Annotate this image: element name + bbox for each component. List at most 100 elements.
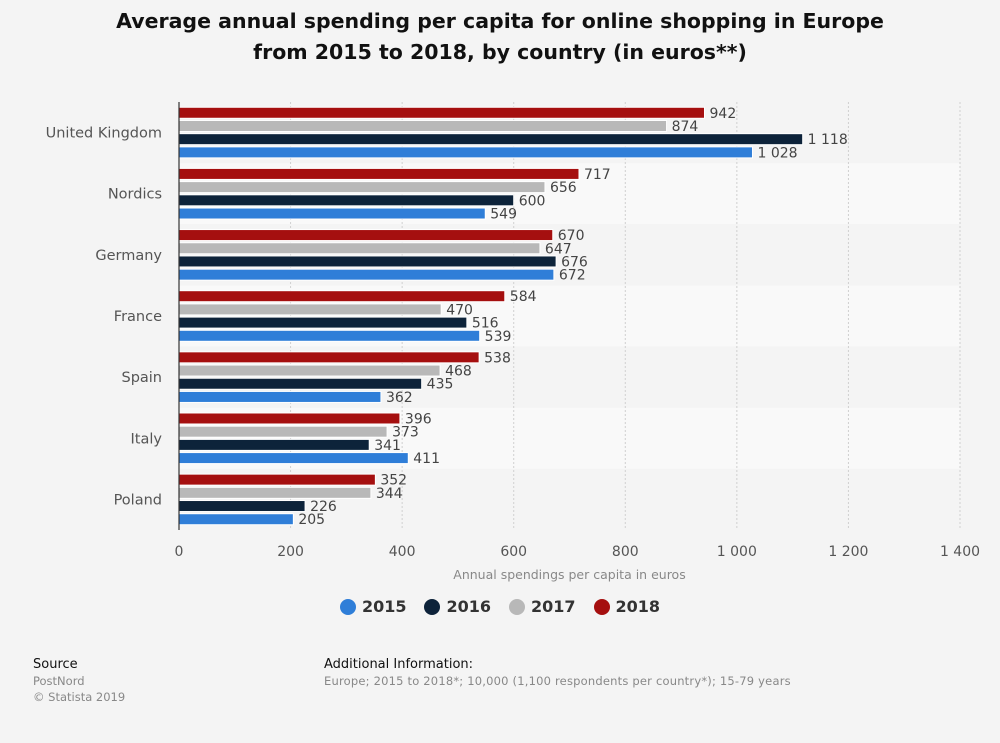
value-label: 676: [561, 254, 588, 270]
source-block: Source PostNord © Statista 2019: [33, 657, 125, 705]
legend: 2015 2016 2017 2018: [0, 597, 1000, 616]
bar: [178, 146, 753, 159]
value-label: 396: [405, 411, 432, 427]
x-tick-label: 1 400: [940, 544, 980, 560]
x-axis-label: Annual spendings per capita in euros: [453, 567, 685, 582]
value-label: 539: [485, 329, 512, 345]
legend-dot-icon: [424, 598, 441, 615]
bar: [178, 329, 481, 342]
legend-item-2015[interactable]: 2015: [339, 597, 407, 616]
bar: [178, 452, 409, 465]
bar: [178, 106, 706, 119]
value-label: 352: [380, 473, 407, 489]
legend-label: 2015: [361, 597, 407, 616]
value-label: 670: [558, 228, 585, 244]
value-label: 600: [519, 193, 546, 209]
legend-dot-icon: [509, 598, 525, 615]
additional-info-label: Additional Information:: [324, 657, 474, 672]
additional-info-text: Europe; 2015 to 2018*; 10,000 (1,100 res…: [324, 674, 791, 688]
bar: [178, 500, 306, 513]
value-label: 672: [559, 268, 586, 284]
value-label: 411: [413, 451, 440, 467]
value-label: 468: [445, 364, 472, 380]
category-label: Spain: [121, 370, 162, 386]
legend-item-2017[interactable]: 2017: [509, 597, 576, 616]
value-label: 1 028: [757, 145, 797, 161]
chart-title: Average annual spending per capita for o…: [0, 6, 1000, 68]
x-tick-label: 1 000: [717, 544, 757, 560]
bar: [178, 364, 441, 377]
x-tick-label: 600: [500, 544, 527, 560]
legend-item-2016[interactable]: 2016: [424, 597, 491, 616]
bar: [178, 473, 376, 486]
bar: [178, 351, 480, 364]
category-label: Italy: [131, 431, 163, 447]
source-name[interactable]: PostNord: [33, 674, 85, 688]
bar: [178, 207, 486, 220]
value-label: 470: [446, 302, 473, 318]
legend-label: 2017: [531, 597, 576, 616]
chart-title-line-1: Average annual spending per capita for o…: [116, 9, 884, 33]
legend-label: 2018: [615, 597, 661, 616]
legend-label: 2016: [446, 597, 491, 616]
bar: [178, 425, 388, 438]
bar: [178, 290, 506, 303]
bar: [178, 486, 372, 499]
x-tick-label: 1 200: [828, 544, 868, 560]
value-label: 942: [710, 106, 737, 122]
source-label: Source: [33, 657, 78, 672]
legend-item-2018[interactable]: 2018: [593, 597, 661, 616]
bar: [178, 513, 294, 526]
bar: [178, 438, 370, 451]
chart-title-line-2: from 2015 to 2018, by country (in euros*…: [253, 40, 747, 64]
bar: [178, 412, 401, 425]
value-label: 656: [550, 180, 577, 196]
value-label: 516: [472, 316, 499, 332]
x-tick-label: 800: [612, 544, 639, 560]
value-label: 435: [427, 377, 454, 393]
x-tick-label: 0: [175, 544, 184, 560]
category-label: Nordics: [108, 187, 162, 203]
x-tick-labels: 0 200 400 600 800 1 000 1 200 1 400: [175, 544, 981, 560]
category-label: Germany: [95, 248, 162, 264]
bar: [178, 229, 554, 242]
value-label: 874: [672, 119, 699, 135]
x-tick-label: 200: [277, 544, 304, 560]
additional-info-block: Additional Information: Europe; 2015 to …: [324, 657, 791, 689]
category-label: United Kingdom: [46, 126, 162, 142]
x-tick-label: 400: [389, 544, 416, 560]
value-label: 717: [584, 167, 611, 183]
value-label: 647: [545, 241, 572, 257]
bar: [178, 255, 557, 268]
value-label: 341: [374, 438, 401, 454]
bar: [178, 268, 555, 281]
bar: [178, 377, 423, 390]
bar: [178, 167, 580, 180]
value-label: 344: [376, 486, 403, 502]
bar: [178, 242, 541, 255]
bar: [178, 316, 468, 329]
bar: [178, 119, 668, 132]
legend-dot-icon: [339, 598, 356, 615]
value-label: 1 118: [808, 132, 848, 148]
value-label: 226: [310, 499, 337, 515]
value-label: 205: [298, 512, 325, 528]
value-label: 373: [392, 425, 419, 441]
category-labels: United Kingdom Nordics Germany France Spain I…: [46, 126, 163, 509]
row-bands: [179, 102, 960, 530]
category-label: Poland: [114, 492, 162, 508]
bar: [178, 133, 804, 146]
bar: [178, 181, 546, 194]
value-label: 538: [484, 350, 511, 366]
bar: [178, 303, 442, 316]
value-label: 362: [386, 390, 413, 406]
copyright: © Statista 2019: [33, 690, 126, 704]
value-label: 584: [510, 289, 537, 305]
value-label: 549: [490, 207, 517, 223]
bars: [178, 106, 804, 526]
bar: [178, 390, 382, 403]
bar: [178, 194, 515, 207]
legend-dot-icon: [593, 598, 610, 615]
